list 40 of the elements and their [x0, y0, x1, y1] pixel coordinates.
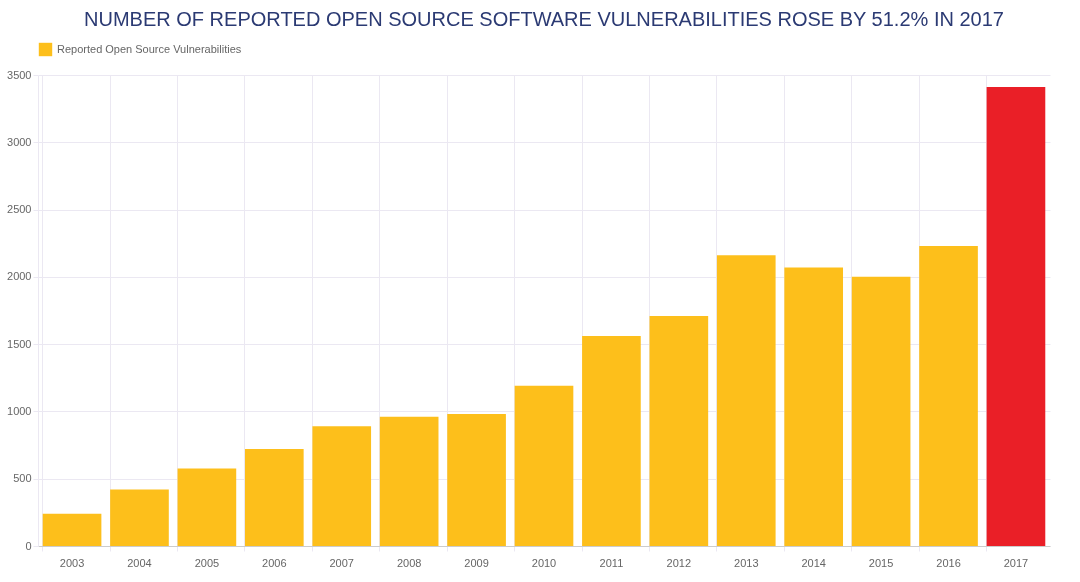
- bar: [649, 315, 709, 546]
- x-tick-label: 2017: [1003, 556, 1029, 569]
- bar: [851, 276, 911, 546]
- bar: [244, 449, 304, 546]
- bar: [447, 414, 506, 546]
- bar: [42, 513, 102, 546]
- bar: [582, 336, 641, 546]
- x-tick-label: 2014: [801, 556, 826, 569]
- x-tick-label: 2005: [194, 556, 220, 569]
- x-tick-label: 2003: [59, 556, 85, 569]
- bar: [986, 87, 1046, 546]
- y-tick-label: 2000: [7, 270, 32, 283]
- bar: [784, 267, 844, 546]
- x-tick-label: 2013: [734, 556, 759, 569]
- x-tick-label: 2012: [666, 556, 692, 569]
- x-tick-label: 2011: [599, 556, 624, 569]
- y-tick-label: 2500: [7, 203, 32, 216]
- bar: [514, 385, 574, 546]
- bar: [312, 426, 372, 546]
- x-tick-label: 2004: [127, 556, 152, 569]
- x-tick-label: 2009: [464, 556, 489, 569]
- y-tick-label: 500: [13, 472, 32, 485]
- x-tick-label: 2008: [396, 556, 422, 569]
- y-tick-label: 3500: [7, 68, 32, 81]
- bar: [177, 468, 237, 546]
- x-tick-label: 2006: [262, 556, 287, 569]
- bar: [379, 416, 439, 546]
- x-tick-label: 2016: [936, 556, 961, 569]
- x-tick-label: 2007: [329, 556, 354, 569]
- y-tick-label: 1500: [7, 337, 32, 350]
- y-tick-label: 1000: [7, 404, 32, 417]
- chart-title: NUMBER OF REPORTED OPEN SOURCE SOFTWARE VULNERABILITIES ROSE BY 51.2% IN 2017: [84, 8, 1004, 30]
- legend-label: Reported Open Source Vulnerabilities: [57, 42, 242, 55]
- y-tick-label: 3000: [7, 135, 32, 148]
- x-tick-label: 2010: [531, 556, 557, 569]
- bar: [919, 245, 978, 546]
- bar: [716, 255, 776, 546]
- y-tick-label: 0: [25, 539, 32, 552]
- bar: [110, 489, 169, 546]
- x-tick-label: 2015: [868, 556, 894, 569]
